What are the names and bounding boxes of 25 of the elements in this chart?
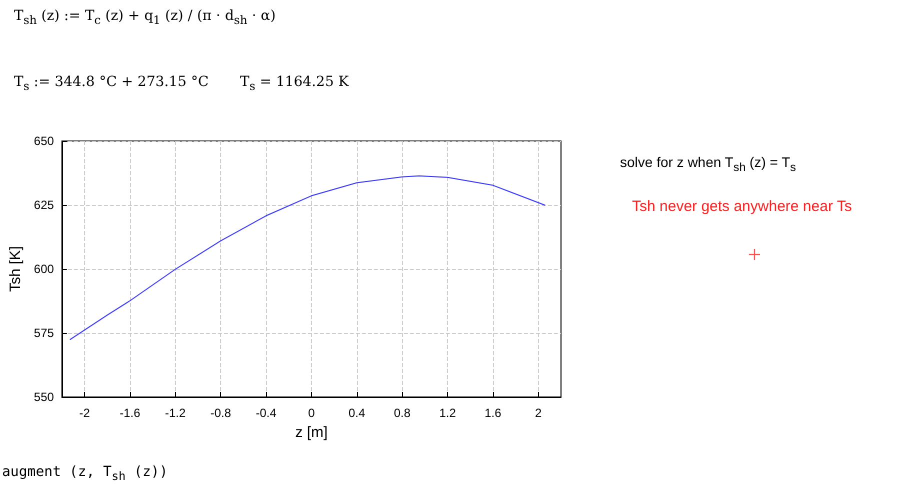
text: augment (z, T$_{sh}$ (z)) [2, 464, 168, 483]
x-tick-label: 2 [534, 406, 542, 420]
text: T$_{s}$ := 344.8 °C + 273.15 °C [14, 74, 209, 93]
x-tick-label: 0.8 [394, 406, 411, 420]
x-tick-label: 1.2 [439, 406, 456, 420]
x-tick-label: 0.4 [348, 406, 366, 420]
y-tick-label: 600 [34, 262, 54, 276]
x-tick-label: 1.6 [484, 406, 502, 420]
line-series [69, 175, 546, 340]
x-tick-label: 0 [308, 406, 316, 420]
y-tick-label: 550 [34, 390, 54, 404]
y-tick-label: 625 [34, 198, 54, 212]
y-tick-label: 650 [34, 134, 54, 148]
x-tick-label: -0.4 [256, 406, 277, 420]
y-axis-title: Tsh [K] [7, 246, 24, 292]
x-tick-label: -1.6 [120, 406, 141, 420]
x-axis-title: z [m] [295, 424, 328, 441]
x-tick-label: -2 [79, 406, 90, 420]
text: T$_{s}$ = 1164.25 K [240, 74, 349, 93]
text: solve for z when T$_{sh}$ (z) = T$_{s}$ [620, 154, 796, 174]
x-tick-label: -0.8 [210, 406, 232, 420]
text: Tsh never gets anywhere near Ts [632, 198, 852, 215]
y-tick-label: 575 [34, 326, 54, 340]
text: T$_{sh}$ (z) := T$_{c}$ (z) + q$_{1}$ (z) / (π · d$_{sh}$ · α) [14, 8, 276, 27]
x-tick-label: -1.2 [165, 406, 186, 420]
